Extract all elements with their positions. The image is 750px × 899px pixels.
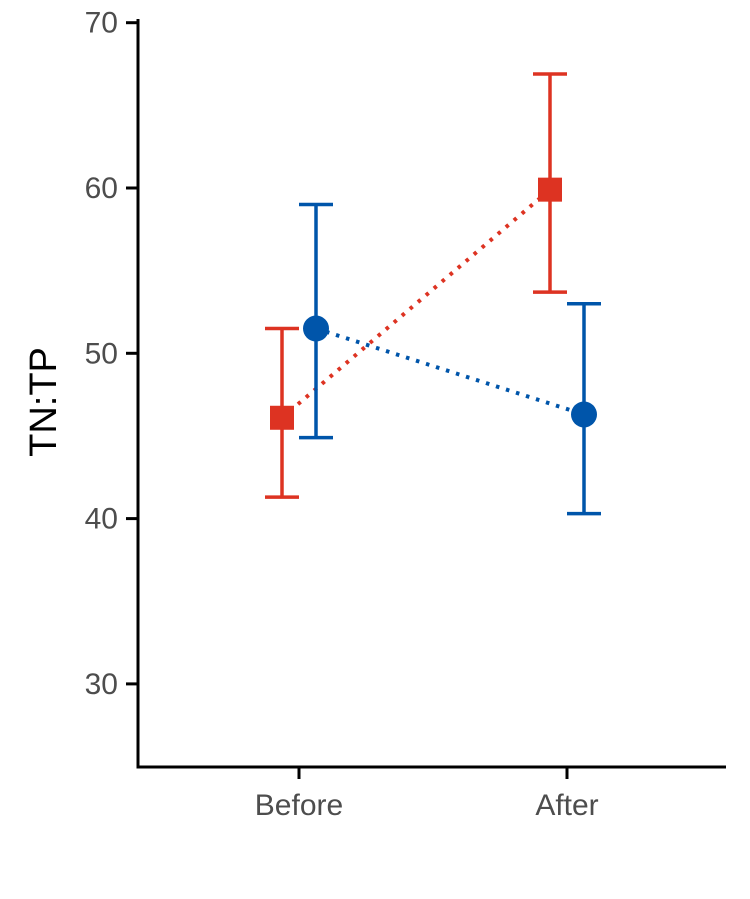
y-tick-label-40: 40: [85, 503, 118, 536]
x-axis-ticks: Before After: [255, 767, 599, 822]
y-axis-title: TN:TP: [23, 347, 65, 457]
series-2: [299, 202, 601, 516]
y-tick-label-30: 30: [85, 668, 118, 701]
series-1-point-before: [270, 405, 294, 430]
series-2-point-after: [571, 401, 597, 428]
y-axis-ticks: 30 40 50 60 70: [85, 7, 138, 701]
series-1-point-after: [538, 177, 562, 202]
y-tick-label-50: 50: [85, 337, 118, 370]
series-1-connector: [280, 188, 552, 420]
x-tick-label-before: Before: [255, 789, 343, 822]
series-1: [265, 72, 567, 499]
x-tick-label-after: After: [535, 789, 598, 822]
series-2-connector: [315, 326, 585, 417]
y-tick-label-70: 70: [85, 7, 118, 40]
series-2-point-before: [303, 315, 329, 342]
y-tick-label-60: 60: [85, 172, 118, 205]
series-layer: [265, 72, 601, 516]
